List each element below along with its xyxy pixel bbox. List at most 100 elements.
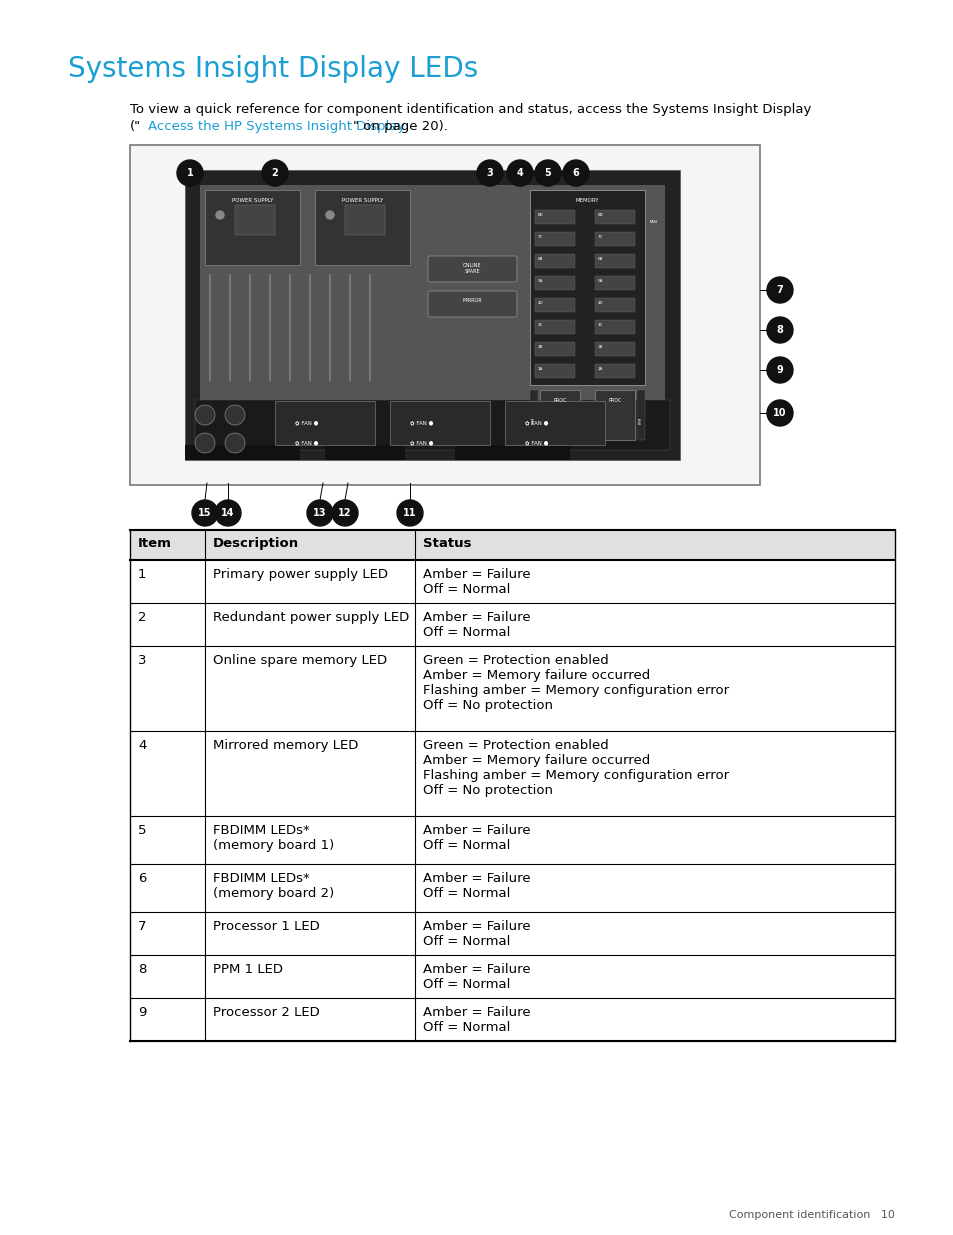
Text: 8D: 8D — [598, 212, 603, 217]
Bar — [274, 401, 375, 445]
Bar — [504, 401, 604, 445]
Text: Amber = Failure: Amber = Failure — [422, 872, 530, 885]
Bar — [130, 144, 760, 485]
Text: Off = Normal: Off = Normal — [422, 887, 510, 900]
Circle shape — [177, 161, 203, 186]
Text: Flashing amber = Memory configuration error: Flashing amber = Memory configuration er… — [422, 769, 728, 782]
Text: Processor 2 LED: Processor 2 LED — [213, 1007, 319, 1019]
Text: 5: 5 — [544, 168, 551, 178]
Text: 2: 2 — [138, 611, 147, 624]
Circle shape — [225, 405, 245, 425]
Bar — [539, 390, 579, 440]
Circle shape — [215, 211, 224, 219]
Bar — [530, 390, 537, 440]
Circle shape — [506, 161, 533, 186]
Circle shape — [194, 433, 214, 453]
Text: To view a quick reference for component identification and status, access the Sy: To view a quick reference for component … — [130, 103, 810, 116]
Text: 13: 13 — [313, 508, 327, 517]
Text: ✿ FAN ●: ✿ FAN ● — [294, 420, 318, 425]
Text: FBDIMM LEDs*
(memory board 2): FBDIMM LEDs* (memory board 2) — [213, 872, 334, 900]
Text: 5: 5 — [138, 824, 147, 837]
Text: 6B: 6B — [598, 257, 603, 261]
Bar — [194, 400, 669, 450]
Bar — [535, 320, 575, 333]
Text: 5A: 5A — [598, 279, 603, 283]
Text: 9: 9 — [138, 1007, 146, 1019]
Text: 5A: 5A — [537, 279, 543, 283]
Text: 11: 11 — [403, 508, 416, 517]
Bar — [200, 185, 664, 425]
Text: 6: 6 — [138, 872, 146, 885]
Text: 9: 9 — [776, 366, 782, 375]
Text: Green = Protection enabled: Green = Protection enabled — [422, 655, 608, 667]
Text: 8: 8 — [776, 325, 782, 335]
Circle shape — [766, 400, 792, 426]
Bar — [595, 390, 635, 440]
Circle shape — [214, 500, 241, 526]
Text: 12: 12 — [338, 508, 352, 517]
Bar — [595, 254, 635, 268]
Circle shape — [396, 500, 422, 526]
Text: 2B: 2B — [598, 345, 603, 350]
Bar — [595, 298, 635, 312]
Bar — [345, 205, 385, 235]
Bar — [530, 190, 644, 385]
Bar — [130, 530, 894, 559]
Text: 7C: 7C — [537, 235, 543, 240]
Text: PROC: PROC — [608, 398, 621, 403]
Text: 2B: 2B — [537, 345, 543, 350]
Text: MEMORY: MEMORY — [576, 198, 598, 203]
Text: POWER SUPPLY: POWER SUPPLY — [232, 198, 273, 203]
Bar — [637, 390, 644, 440]
Text: 1: 1 — [187, 168, 193, 178]
Text: 7C: 7C — [598, 235, 603, 240]
Text: Access the HP Systems Insight Display: Access the HP Systems Insight Display — [148, 120, 405, 133]
FancyBboxPatch shape — [428, 291, 517, 317]
Bar — [535, 254, 575, 268]
Text: 8D: 8D — [537, 212, 543, 217]
Text: Amber = Failure: Amber = Failure — [422, 611, 530, 624]
Bar — [595, 275, 635, 290]
Text: 3: 3 — [486, 168, 493, 178]
Text: 4: 4 — [517, 168, 523, 178]
Bar — [390, 401, 490, 445]
Bar — [185, 170, 679, 459]
Bar — [535, 210, 575, 224]
Text: Processor 1 LED: Processor 1 LED — [213, 920, 319, 932]
Text: Systems Insight Display LEDs: Systems Insight Display LEDs — [68, 56, 477, 83]
Text: 10: 10 — [773, 408, 786, 417]
Text: Amber = Failure: Amber = Failure — [422, 1007, 530, 1019]
Text: Primary power supply LED: Primary power supply LED — [213, 568, 388, 580]
Text: Amber = Memory failure occurred: Amber = Memory failure occurred — [422, 755, 650, 767]
Text: Amber = Memory failure occurred: Amber = Memory failure occurred — [422, 669, 650, 682]
Bar — [234, 205, 274, 235]
Circle shape — [535, 161, 560, 186]
Text: Off = No protection: Off = No protection — [422, 699, 553, 713]
Text: Component identification   10: Component identification 10 — [728, 1210, 894, 1220]
Text: PROC: PROC — [553, 398, 566, 403]
Text: Off = Normal: Off = Normal — [422, 935, 510, 948]
Bar — [595, 342, 635, 356]
Text: Item: Item — [138, 537, 172, 550]
Bar — [325, 445, 405, 459]
Bar — [314, 190, 410, 266]
Bar — [185, 445, 299, 459]
Text: ✿ FAN ●: ✿ FAN ● — [294, 440, 318, 445]
Text: Off = No protection: Off = No protection — [422, 784, 553, 797]
Circle shape — [332, 500, 357, 526]
Text: Flashing amber = Memory configuration error: Flashing amber = Memory configuration er… — [422, 684, 728, 697]
Text: Green = Protection enabled: Green = Protection enabled — [422, 739, 608, 752]
Circle shape — [766, 317, 792, 343]
Bar — [535, 275, 575, 290]
Text: 1: 1 — [138, 568, 147, 580]
Text: 8: 8 — [138, 963, 146, 976]
Bar — [595, 320, 635, 333]
Circle shape — [766, 277, 792, 303]
Circle shape — [192, 500, 218, 526]
Bar — [205, 190, 299, 266]
Text: ✿ FAN ●: ✿ FAN ● — [410, 420, 433, 425]
Text: Amber = Failure: Amber = Failure — [422, 920, 530, 932]
Circle shape — [194, 405, 214, 425]
Circle shape — [307, 500, 333, 526]
Circle shape — [766, 357, 792, 383]
